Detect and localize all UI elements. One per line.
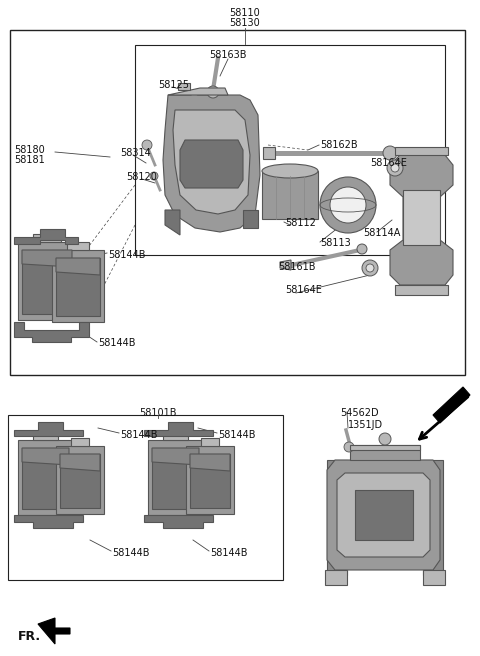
Text: 58144B: 58144B bbox=[112, 548, 149, 558]
Circle shape bbox=[207, 86, 219, 98]
Polygon shape bbox=[173, 110, 250, 214]
Polygon shape bbox=[144, 422, 213, 436]
Polygon shape bbox=[337, 473, 430, 557]
Polygon shape bbox=[190, 454, 230, 508]
Circle shape bbox=[383, 146, 397, 160]
Polygon shape bbox=[423, 570, 445, 585]
Bar bbox=[8, 415, 283, 580]
Text: 58144B: 58144B bbox=[210, 548, 248, 558]
Polygon shape bbox=[14, 515, 83, 528]
Polygon shape bbox=[403, 190, 440, 245]
Polygon shape bbox=[390, 155, 453, 285]
Circle shape bbox=[320, 177, 376, 233]
Polygon shape bbox=[168, 88, 228, 95]
Polygon shape bbox=[56, 446, 104, 514]
Polygon shape bbox=[165, 210, 180, 235]
Polygon shape bbox=[180, 140, 243, 188]
Text: 58164E: 58164E bbox=[370, 158, 407, 168]
Text: 58112: 58112 bbox=[285, 218, 316, 228]
Polygon shape bbox=[22, 250, 72, 267]
Text: 58164E: 58164E bbox=[285, 285, 322, 295]
Text: 58144B: 58144B bbox=[98, 338, 135, 348]
Polygon shape bbox=[22, 448, 69, 509]
Polygon shape bbox=[280, 260, 291, 270]
Polygon shape bbox=[350, 445, 420, 460]
Polygon shape bbox=[18, 440, 73, 515]
Polygon shape bbox=[190, 454, 230, 471]
Polygon shape bbox=[148, 440, 203, 515]
Text: 58162B: 58162B bbox=[320, 140, 358, 150]
Polygon shape bbox=[201, 438, 219, 446]
Text: 58163B: 58163B bbox=[209, 50, 247, 60]
Text: 58120: 58120 bbox=[126, 172, 157, 182]
Polygon shape bbox=[14, 322, 89, 342]
Polygon shape bbox=[52, 250, 104, 322]
Polygon shape bbox=[56, 258, 100, 275]
Text: 58144B: 58144B bbox=[120, 430, 157, 440]
Text: 58180: 58180 bbox=[14, 145, 45, 155]
Circle shape bbox=[379, 433, 391, 445]
Polygon shape bbox=[144, 515, 213, 528]
Polygon shape bbox=[433, 387, 470, 423]
Circle shape bbox=[150, 172, 158, 180]
Polygon shape bbox=[163, 95, 260, 232]
Circle shape bbox=[142, 140, 152, 150]
Text: 58130: 58130 bbox=[229, 18, 260, 28]
Polygon shape bbox=[67, 242, 89, 250]
Text: 58144B: 58144B bbox=[108, 250, 145, 260]
Text: 58314: 58314 bbox=[120, 148, 151, 158]
Circle shape bbox=[344, 442, 354, 452]
Polygon shape bbox=[18, 242, 76, 320]
Polygon shape bbox=[186, 446, 234, 514]
Circle shape bbox=[357, 244, 367, 254]
Polygon shape bbox=[33, 234, 61, 242]
Polygon shape bbox=[71, 438, 89, 446]
Polygon shape bbox=[423, 460, 443, 575]
Text: 58114A: 58114A bbox=[363, 228, 400, 238]
Polygon shape bbox=[14, 229, 78, 244]
Text: 58181: 58181 bbox=[14, 155, 45, 165]
Polygon shape bbox=[178, 83, 190, 90]
Polygon shape bbox=[395, 285, 448, 295]
Bar bbox=[135, 45, 445, 255]
Polygon shape bbox=[395, 147, 448, 155]
Text: 58110: 58110 bbox=[229, 8, 260, 18]
Polygon shape bbox=[262, 171, 318, 219]
Text: 58101B: 58101B bbox=[139, 408, 177, 418]
Bar bbox=[10, 30, 465, 375]
Text: 1351JD: 1351JD bbox=[348, 420, 383, 430]
Polygon shape bbox=[38, 618, 70, 644]
Polygon shape bbox=[152, 448, 199, 509]
Text: 58113: 58113 bbox=[320, 238, 351, 248]
Polygon shape bbox=[243, 210, 258, 228]
Polygon shape bbox=[350, 445, 420, 450]
Text: 58144B: 58144B bbox=[218, 430, 255, 440]
Polygon shape bbox=[163, 432, 188, 440]
Polygon shape bbox=[325, 570, 347, 585]
Circle shape bbox=[362, 260, 378, 276]
Polygon shape bbox=[22, 448, 69, 465]
Polygon shape bbox=[60, 454, 100, 508]
Circle shape bbox=[391, 164, 399, 172]
Polygon shape bbox=[33, 432, 58, 440]
Polygon shape bbox=[263, 147, 275, 159]
Text: 58125: 58125 bbox=[158, 80, 189, 90]
Text: FR.: FR. bbox=[18, 630, 41, 643]
Ellipse shape bbox=[262, 164, 318, 178]
Circle shape bbox=[330, 187, 366, 223]
Polygon shape bbox=[56, 258, 100, 316]
Polygon shape bbox=[60, 454, 100, 471]
Polygon shape bbox=[152, 448, 199, 465]
Circle shape bbox=[366, 264, 374, 272]
Polygon shape bbox=[355, 490, 413, 540]
Polygon shape bbox=[14, 422, 83, 436]
Text: 54562D: 54562D bbox=[340, 408, 379, 418]
Text: 58161B: 58161B bbox=[278, 262, 315, 272]
Circle shape bbox=[387, 160, 403, 176]
Polygon shape bbox=[327, 460, 347, 575]
Polygon shape bbox=[327, 460, 440, 570]
Polygon shape bbox=[22, 250, 72, 314]
